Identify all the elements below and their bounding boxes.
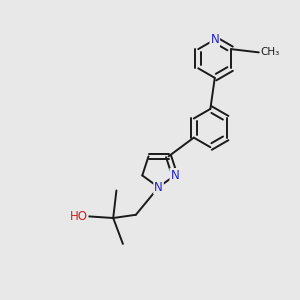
Text: N: N: [154, 181, 163, 194]
Text: N: N: [210, 33, 219, 46]
Text: CH₃: CH₃: [260, 47, 280, 57]
Text: N: N: [170, 169, 179, 182]
Text: HO: HO: [69, 210, 87, 223]
